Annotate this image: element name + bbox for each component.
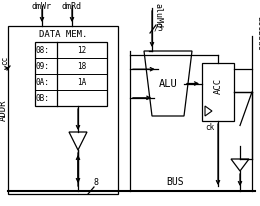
Polygon shape (205, 106, 212, 116)
Text: /3: /3 (154, 23, 164, 33)
Text: 08:: 08: (36, 46, 50, 55)
Polygon shape (231, 159, 249, 171)
Text: 09:: 09: (36, 62, 50, 70)
Text: ACC: ACC (213, 78, 223, 94)
Text: BUS: BUS (166, 177, 184, 187)
Text: ALU: ALU (159, 78, 177, 89)
Text: ck: ck (205, 123, 214, 132)
Polygon shape (69, 132, 87, 150)
Bar (35, 42, 107, 106)
Text: aluMd: aluMd (154, 3, 163, 28)
Text: 8: 8 (94, 178, 99, 187)
Text: acc2bus: acc2bus (255, 16, 260, 51)
Text: dmWr: dmWr (32, 2, 52, 11)
Text: 1A: 1A (77, 77, 87, 87)
Text: dmRd: dmRd (62, 2, 82, 11)
Polygon shape (144, 51, 192, 116)
Text: DATA MEM.: DATA MEM. (39, 30, 87, 39)
Text: cc: cc (0, 56, 9, 65)
Text: 18: 18 (77, 62, 87, 70)
Text: 12: 12 (77, 46, 87, 55)
Text: ADDR: ADDR (0, 99, 8, 121)
Text: 0B:: 0B: (36, 94, 50, 103)
Text: 0A:: 0A: (36, 77, 50, 87)
Bar (202, 63, 234, 121)
Bar (8, 26, 118, 194)
